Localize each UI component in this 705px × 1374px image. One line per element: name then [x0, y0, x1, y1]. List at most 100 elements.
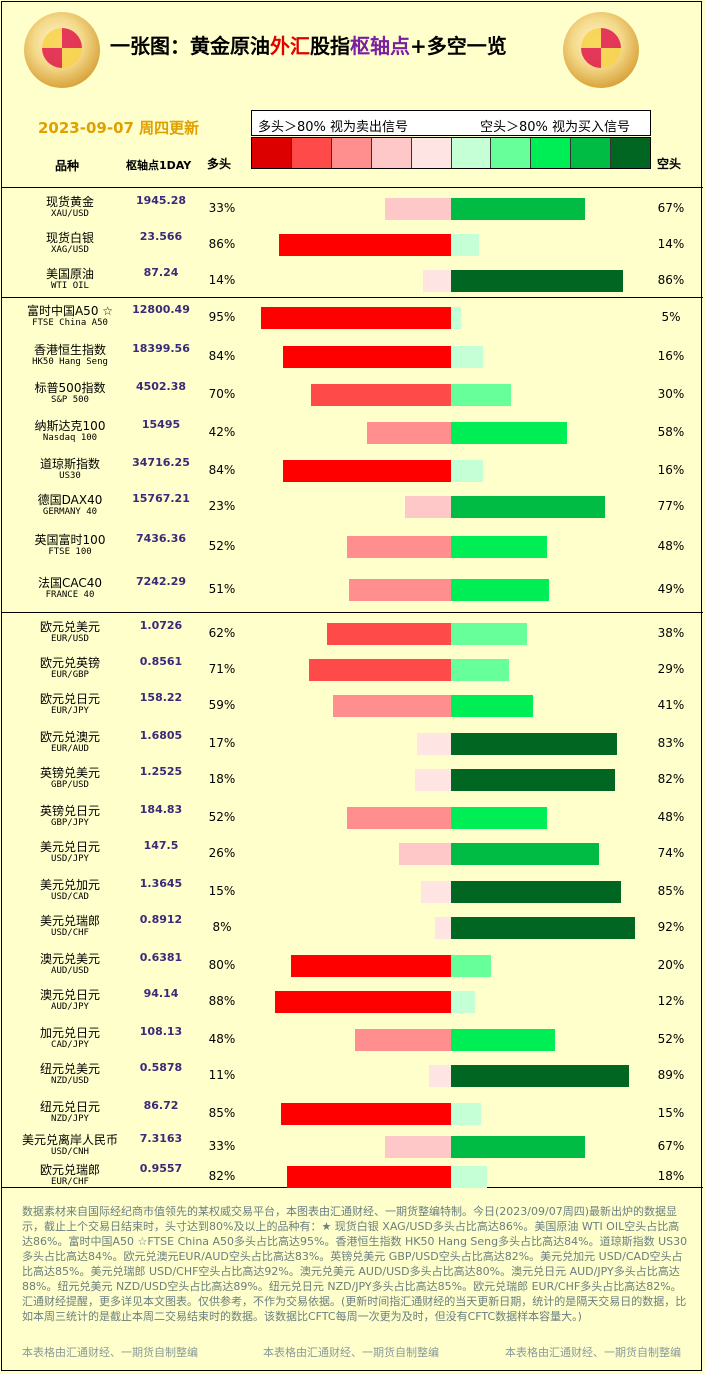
long-percent: 23%: [208, 499, 236, 513]
instrument-name: 富时中国A50 ☆: [26, 304, 114, 318]
instrument-name: 美国原油: [45, 267, 94, 281]
long-percent: 11%: [208, 1068, 236, 1082]
table-row: 纽元兑美元 NZD/USD 0.5878 11% 89%: [0, 1059, 705, 1095]
short-bar: [451, 1029, 555, 1051]
instrument-code: NZD/USD: [51, 1076, 89, 1086]
instrument-name: 欧元兑英镑: [39, 656, 100, 670]
instrument-code: HK50 Hang Seng: [32, 357, 108, 367]
instrument-name: 英镑兑日元: [39, 804, 100, 818]
short-percent: 18%: [657, 1169, 685, 1183]
instrument-code: FTSE China A50: [32, 318, 108, 328]
table-row: 英镑兑美元 GBP/USD 1.2525 18% 82%: [0, 763, 705, 799]
pivot-value: 12800.49: [132, 303, 190, 316]
scale-swatch: [611, 138, 651, 168]
short-percent: 20%: [657, 958, 685, 972]
short-percent: 92%: [657, 920, 685, 934]
short-percent: 30%: [657, 387, 685, 401]
table-row: 美元兑加元 USD/CAD 1.3645 15% 85%: [0, 875, 705, 911]
short-percent: 14%: [657, 237, 685, 251]
long-bar: [281, 1103, 451, 1125]
pivot-value: 0.8561: [139, 655, 183, 668]
long-bar: [347, 807, 451, 829]
table-row: 澳元兑日元 AUD/JPY 94.14 88% 12%: [0, 985, 705, 1021]
table-row: 欧元兑日元 EUR/JPY 158.22 59% 41%: [0, 689, 705, 725]
pivot-value: 184.83: [139, 803, 183, 816]
short-percent: 83%: [657, 736, 685, 750]
logo-left: [24, 12, 100, 88]
table-row: 欧元兑澳元 EUR/AUD 1.6805 17% 83%: [0, 727, 705, 763]
long-percent: 71%: [208, 662, 236, 676]
legend-short-note: 空头＞80% 视为买入信号: [480, 120, 631, 135]
instrument-code: USD/CHF: [51, 928, 89, 938]
chart-title: 一张图：黄金原油外汇股指枢轴点+多空一览: [110, 34, 507, 58]
long-bar: [435, 917, 451, 939]
short-percent: 67%: [657, 201, 685, 215]
short-bar: [451, 695, 533, 717]
scale-swatch: [371, 138, 412, 168]
long-bar: [309, 659, 451, 681]
instrument-code: USD/JPY: [51, 854, 89, 864]
long-bar: [283, 346, 451, 368]
short-percent: 86%: [657, 273, 685, 287]
instrument-name: 现货黄金: [45, 195, 94, 209]
long-percent: 86%: [208, 237, 236, 251]
long-bar: [405, 496, 451, 518]
short-percent: 12%: [657, 994, 685, 1008]
instrument-name: 澳元兑美元: [39, 952, 100, 966]
short-percent: 74%: [657, 846, 685, 860]
pivot-value: 0.9557: [139, 1162, 183, 1175]
short-bar: [451, 307, 461, 329]
short-percent: 52%: [657, 1032, 685, 1046]
pivot-value: 1.0726: [139, 619, 183, 632]
short-bar: [451, 991, 475, 1013]
short-bar: [451, 1103, 481, 1125]
table-row: 美国原油 WTI OIL 87.24 14% 86%: [0, 264, 705, 300]
header-short: 空头: [657, 157, 682, 171]
update-date: 2023-09-07 周四更新: [38, 119, 200, 137]
long-percent: 18%: [208, 772, 236, 786]
table-row: 美元兑瑞郎 USD/CHF 0.8912 8% 92%: [0, 911, 705, 947]
pivot-value: 0.5878: [139, 1061, 183, 1074]
instrument-name: 欧元兑瑞郎: [39, 1163, 100, 1177]
table-row: 欧元兑瑞郎 EUR/CHF 0.9557 82% 18%: [0, 1160, 705, 1196]
pivot-value: 1.6805: [139, 729, 183, 742]
instrument-name: 美元兑加元: [39, 878, 100, 892]
pivot-value: 4502.38: [135, 380, 187, 393]
instrument-code: USD/CNH: [51, 1147, 89, 1157]
table-row: 欧元兑英镑 EUR/GBP 0.8561 71% 29%: [0, 653, 705, 689]
table-row: 富时中国A50 ☆ FTSE China A50 12800.49 95% 5%: [0, 301, 705, 337]
long-bar: [417, 733, 451, 755]
instrument-name: 道琼斯指数: [39, 457, 100, 471]
long-percent: 70%: [208, 387, 236, 401]
short-bar: [451, 422, 567, 444]
long-bar: [347, 536, 451, 558]
long-bar: [275, 991, 451, 1013]
instrument-name: 纽元兑日元: [39, 1100, 100, 1114]
instrument-name: 标普500指数: [34, 381, 106, 395]
pivot-value: 1.3645: [139, 877, 183, 890]
pivot-value: 0.8912: [139, 913, 183, 926]
instrument-code: EUR/USD: [51, 634, 89, 644]
instrument-name: 澳元兑日元: [39, 988, 100, 1002]
long-percent: 33%: [208, 1139, 236, 1153]
long-percent: 82%: [208, 1169, 236, 1183]
long-percent: 84%: [208, 349, 236, 363]
short-bar: [451, 460, 483, 482]
long-percent: 59%: [208, 698, 236, 712]
short-bar: [451, 346, 483, 368]
header-pivot: 枢轴点1DAY: [126, 159, 192, 172]
separator-top: [2, 187, 703, 188]
short-bar: [451, 733, 617, 755]
pivot-value: 1.2525: [139, 765, 183, 778]
scale-swatch: [411, 138, 452, 168]
short-percent: 48%: [657, 539, 685, 553]
long-bar: [421, 881, 451, 903]
instrument-code: XAG/USD: [51, 245, 89, 255]
pivot-value: 94.14: [143, 987, 179, 1000]
instrument-code: GERMANY 40: [42, 507, 98, 517]
short-percent: 41%: [657, 698, 685, 712]
short-percent: 77%: [657, 499, 685, 513]
scale-swatch: [451, 138, 492, 168]
scale-swatch: [491, 138, 532, 168]
